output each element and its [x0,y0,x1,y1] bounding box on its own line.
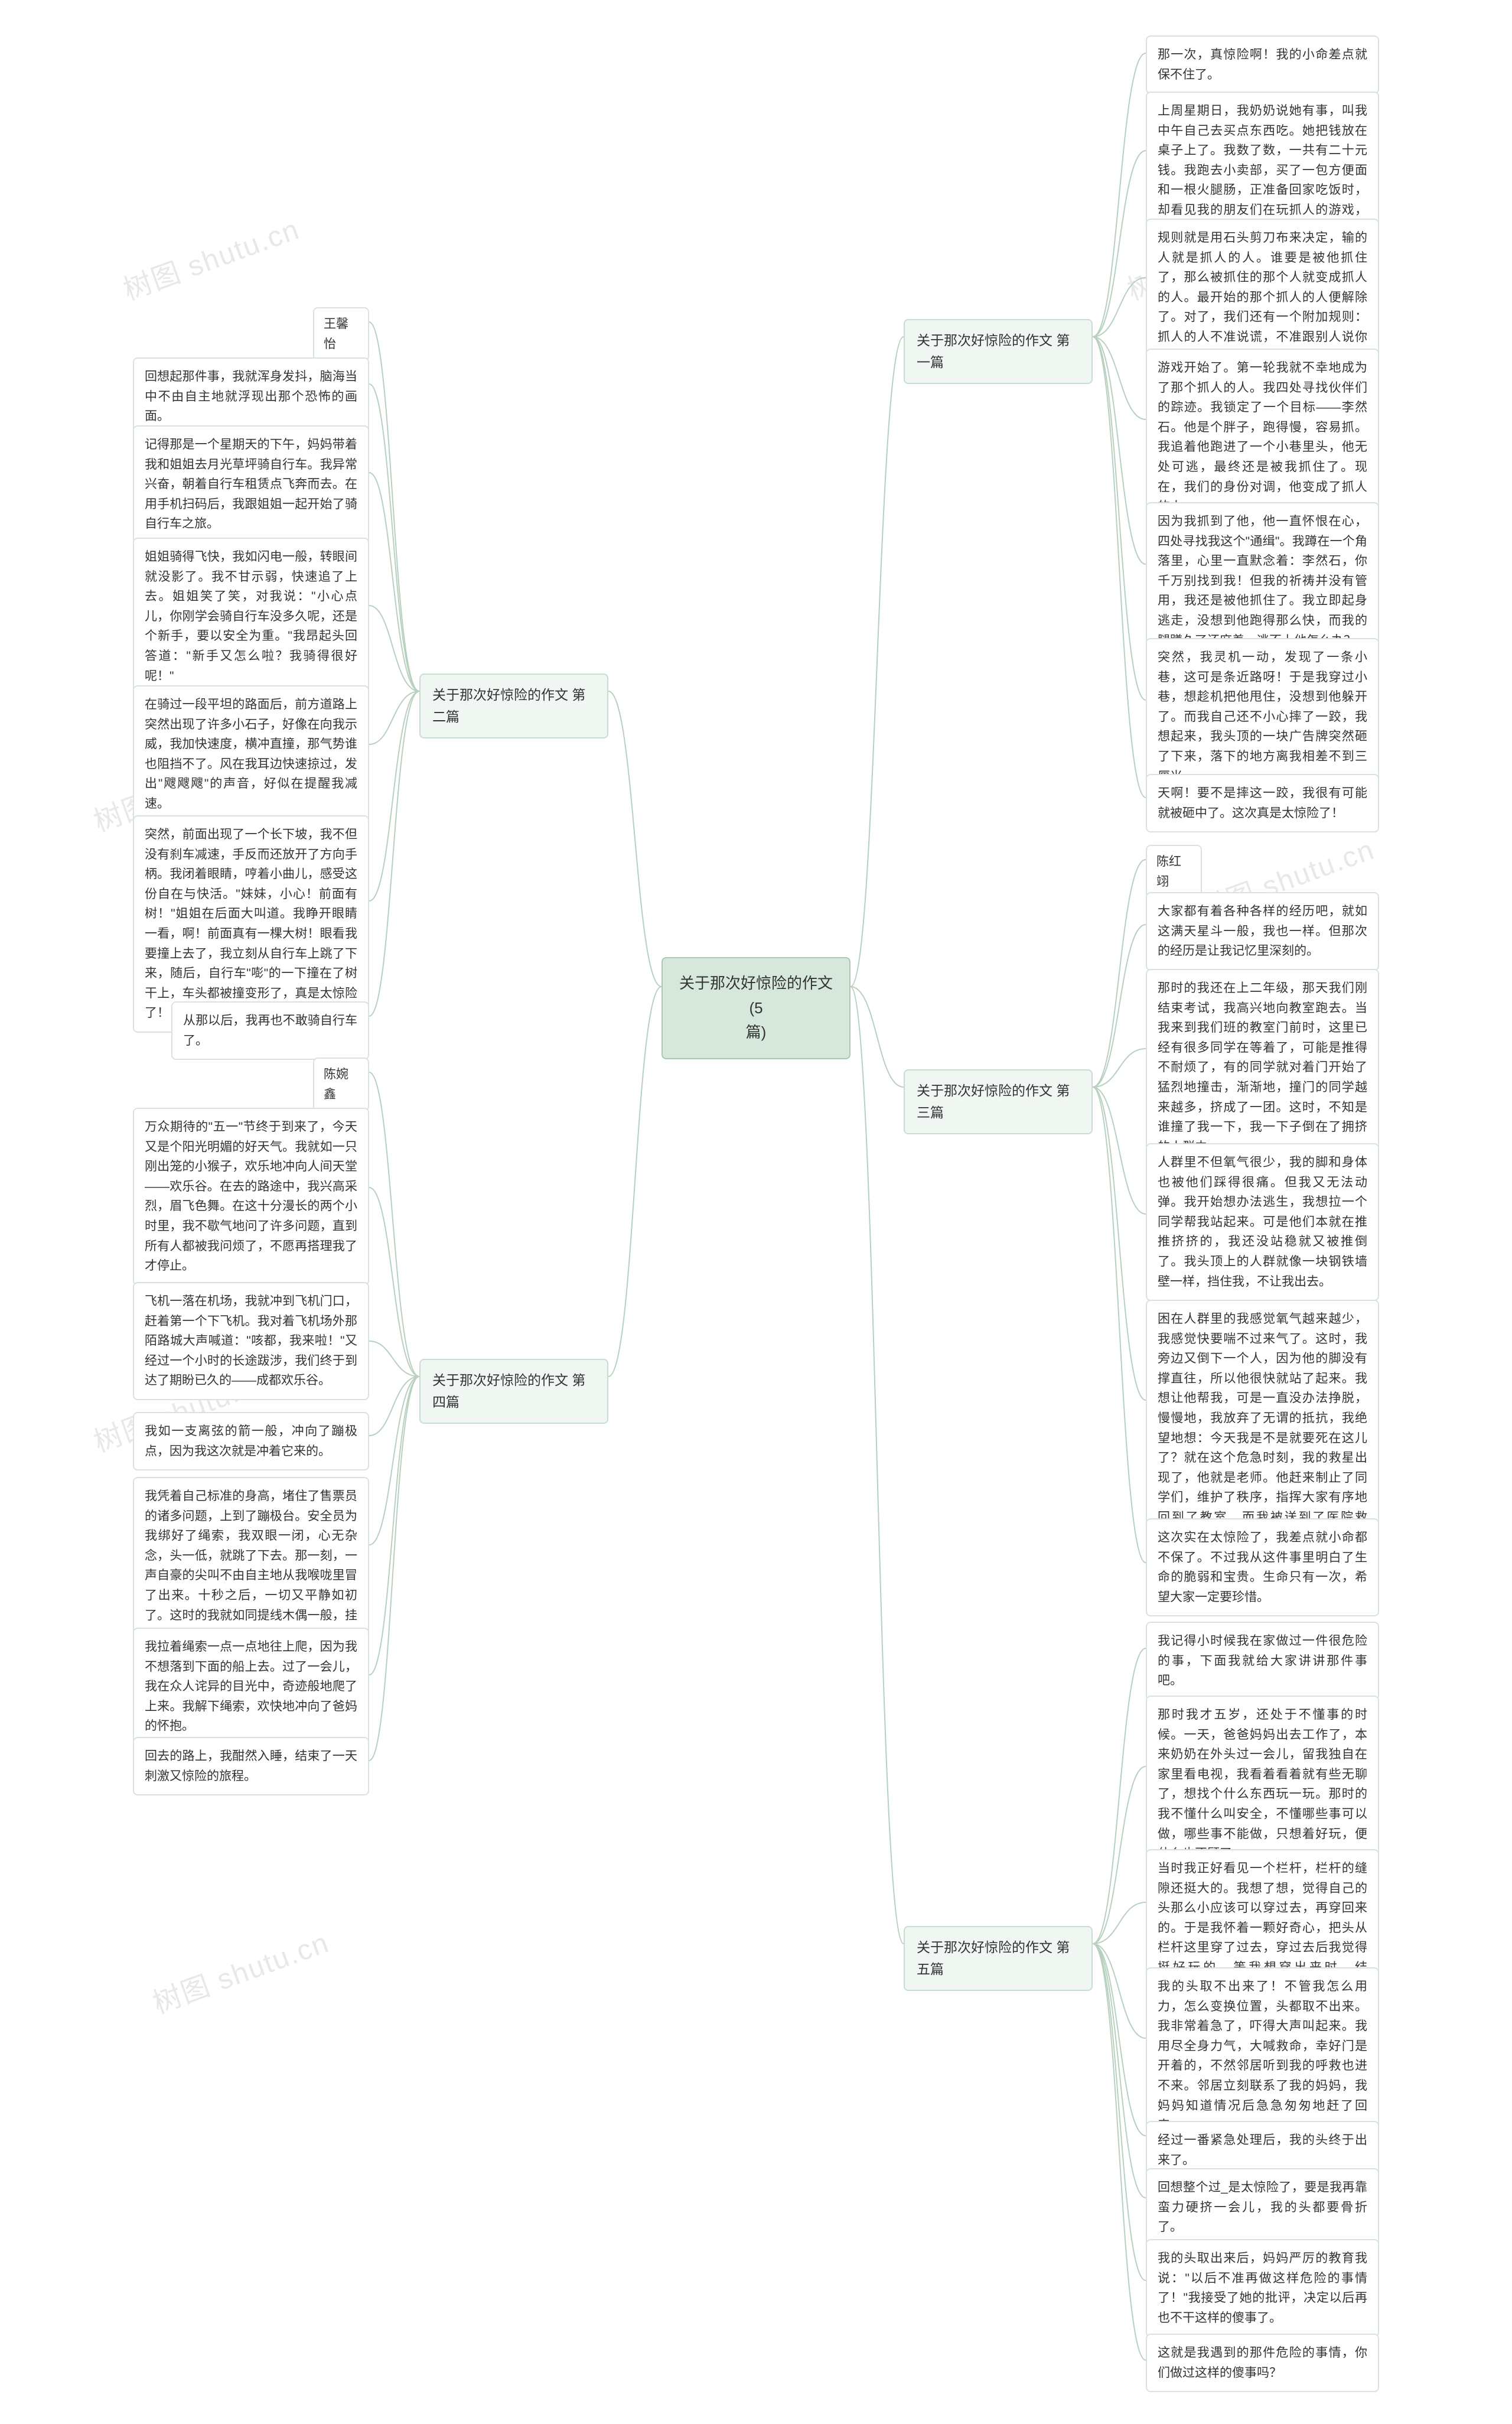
watermark: 树图 shutu.cn [146,1919,334,2022]
leaf-r1-7: 天啊！要不是摔这一跤，我很有可能就被砸中了。这次真是太惊险了！ [1146,774,1379,832]
branch-right-3: 关于那次好惊险的作文 第三篇 [904,1069,1093,1134]
leaf-l4-1: 万众期待的"五一"节终于到来了，今天又是个阳光明媚的好天气。我就如一只刚出笼的小… [133,1108,369,1286]
leaf-l2-4: 在骑过一段平坦的路面后，前方道路上突然出现了许多小石子，好像在向我示威，我加快速… [133,685,369,824]
root-title-line2: 篇) [678,1020,834,1045]
leaf-r5-4: 我的头取不出来了！不管我怎么用力，怎么变换位置，头都取不出来。我非常着急了，吓得… [1146,1967,1379,2145]
leaf-l4-6: 回去的路上，我酣然入睡，结束了一天刺激又惊险的旅程。 [133,1737,369,1795]
leaf-r5-8: 这就是我遇到的那件危险的事情，你们做过这样的傻事吗？ [1146,2334,1379,2392]
author-l2: 王馨怡 [313,307,369,361]
author-r3: 陈红翊 [1146,845,1202,899]
leaf-r3-5: 这次实在太惊险了，我差点就小命都不保了。不过我从这件事里明白了生命的脆弱和宝贵。… [1146,1518,1379,1616]
leaf-r1-4: 游戏开始了。第一轮我就不幸地成为了那个抓人的人。我四处寻找伙伴们的踪迹。我锁定了… [1146,349,1379,526]
leaf-r1-1: 那一次，真惊险啊！我的小命差点就保不住了。 [1146,35,1379,94]
leaf-l2-2: 记得那是一个星期天的下午，妈妈带着我和姐姐去月光草坪骑自行车。我异常兴奋，朝着自… [133,425,369,544]
root-node: 关于那次好惊险的作文(5 篇) [662,957,850,1059]
leaf-r3-2: 那时的我还在上二年级，那天我们刚结束考试，我高兴地向教室跑去。当我来到我们班的教… [1146,969,1379,1166]
branch-left-4: 关于那次好惊险的作文 第四篇 [419,1359,608,1424]
leaf-l2-1: 回想起那件事，我就浑身发抖，脑海当中不由自主地就浮现出那个恐怖的画面。 [133,357,369,436]
leaf-l4-2: 飞机一落在机场，我就冲到飞机门口，赶着第一个下飞机。我对着飞机场外那陌路城大声喊… [133,1282,369,1400]
leaf-r5-1: 我记得小时候我在家做过一件很危险的事，下面我就给大家讲讲那件事吧。 [1146,1622,1379,1700]
leaf-r3-1: 大家都有着各种各样的经历吧，就如这满天星斗一般，我也一样。但那次的经历是让我记忆… [1146,892,1379,971]
leaf-r5-2: 那时我才五岁，还处于不懂事的时候。一天，爸爸妈妈出去工作了，本来奶奶在外头过一会… [1146,1696,1379,1873]
leaf-r3-3: 人群里不但氧气很少，我的脚和身体也被他们踩得很痛。但我又无法动弹。我开始想办法逃… [1146,1143,1379,1301]
leaf-l4-3: 我如一支离弦的箭一般，冲向了蹦极点，因为我这次就是冲着它来的。 [133,1412,369,1470]
leaf-r5-6: 回想整个过_是太惊险了，要是我再靠蛮力硬挤一会儿，我的头都要骨折了。 [1146,2168,1379,2247]
mindmap-canvas: 树图 shutu.cn 树图 shutu.cn 树图 shutu.cn 树图 s… [0,0,1512,2424]
branch-left-2: 关于那次好惊险的作文 第二篇 [419,673,608,738]
branch-right-1: 关于那次好惊险的作文 第一篇 [904,319,1093,384]
branch-right-5: 关于那次好惊险的作文 第五篇 [904,1926,1093,1991]
leaf-r1-6: 突然，我灵机一动，发现了一条小巷，这可是条近路呀！于是我穿过小巷，想趁机把他甩住… [1146,638,1379,796]
leaf-r5-7: 我的头取出来后，妈妈严厉的教育我说："以后不准再做这样危险的事情了！"我接受了她… [1146,2239,1379,2337]
leaf-l2-5: 突然，前面出现了一个长下坡，我不但没有刹车减速，手反而还放开了方向手柄。我闭着眼… [133,815,369,1033]
author-l4: 陈婉鑫 [313,1058,369,1111]
root-title-line1: 关于那次好惊险的作文(5 [678,971,834,1020]
watermark: 树图 shutu.cn [116,206,304,308]
leaf-r1-5: 因为我抓到了他，他一直怀恨在心，四处寻找我这个"通缉"。我蹲在一个角落里，心里一… [1146,502,1379,660]
leaf-l2-6: 从那以后，我再也不敢骑自行车了。 [171,1001,369,1060]
leaf-l4-5: 我拉着绳索一点一点地往上爬，因为我不想落到下面的船上去。过了一会儿，我在众人诧异… [133,1628,369,1746]
leaf-l2-3: 姐姐骑得飞快，我如闪电一般，转眼间就没影了。我不甘示弱，快速追了上去。姐姐笑了笑… [133,538,369,695]
